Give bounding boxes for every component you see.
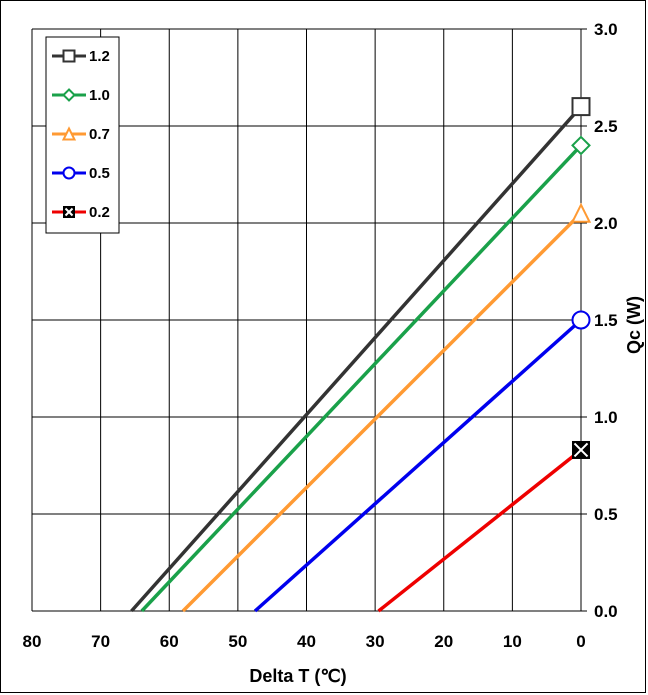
x-tick-label: 50 [228,632,247,651]
legend: 1.2 1.0 0.7 0.5 0.2 [45,36,120,234]
series-marker-1.2 [571,97,591,117]
tick-labels: 80 70 60 50 40 30 20 10 0 0.0 0.5 1.0 1.5 2.0 2.5 3.0 [23,20,618,651]
series-marker-0.2-cross-b [573,442,589,458]
series-lines [130,105,583,613]
series-line-1.2 [130,105,583,613]
x-tick-label: 0 [576,632,585,651]
legend-marker-1.2 [62,49,76,63]
series-line-0.7 [181,212,583,613]
legend-label-0.7: 0.7 [89,126,110,143]
y-tick-label: 0.5 [594,505,618,524]
series-markers [570,97,592,459]
legend-label-1.0: 1.0 [89,87,110,104]
y-tick-label: 1.0 [594,408,618,427]
y-tick-label: 2.5 [594,117,618,136]
series-line-0.5 [253,318,583,613]
series-line-0.2 [377,448,583,613]
series-marker-0.5 [571,310,591,330]
grid [31,28,587,612]
x-tick-label: 70 [91,632,110,651]
x-tick-label: 80 [23,632,42,651]
legend-marker-1.0 [62,88,76,102]
x-tick-label: 60 [160,632,179,651]
legend-marker-0.5 [62,166,76,180]
y-tick-label: 2.0 [594,214,618,233]
x-tick-label: 40 [297,632,316,651]
series-line-1.0 [140,144,583,613]
y-tick-label: 0.0 [594,602,618,621]
x-tick-label: 10 [503,632,522,651]
legend-marker-0.2 [63,206,75,218]
series-marker-0.2 [572,440,590,459]
x-tick-label: 20 [434,632,453,651]
legend-marker-0.7 [61,126,77,141]
legend-label-0.2: 0.2 [89,204,110,221]
legend-label-0.5: 0.5 [89,165,110,182]
y-axis-label: Qc (W) [624,296,644,354]
legend-label-1.2: 1.2 [89,48,110,65]
series-marker-0.7 [570,202,592,223]
y-tick-label: 3.0 [594,20,618,39]
y-tick-label: 1.5 [594,311,618,330]
legend-marker-0.2-cross-b [64,207,74,217]
series-marker-1.0 [571,135,591,156]
x-axis-label: Delta T (℃) [249,666,346,686]
x-tick-label: 30 [366,632,385,651]
